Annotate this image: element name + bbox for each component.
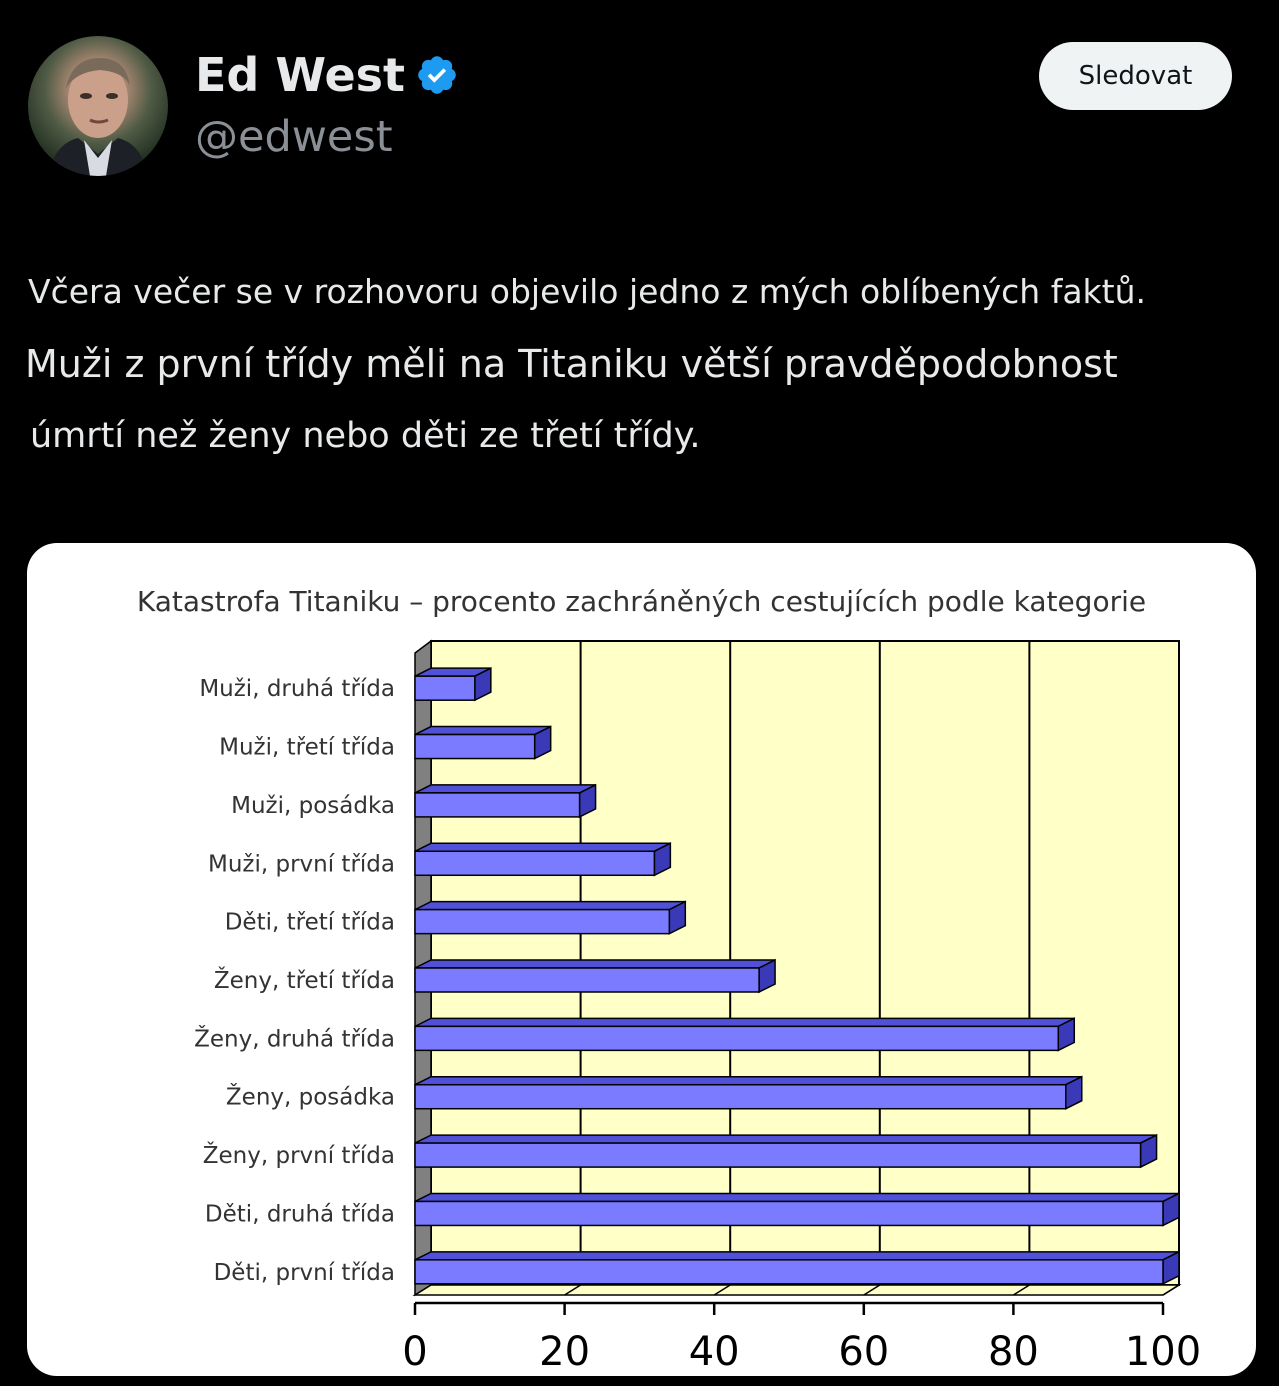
category-label: Muži, posádka [231,793,395,819]
bar-top [414,959,776,969]
category-label: Ženy, druhá třída [194,1024,395,1052]
x-tick-label: 100 [1125,1329,1201,1375]
tweet-text-line-1: Včera večer se v rozhovoru objevilo jedn… [28,272,1147,311]
bar-top [414,784,596,794]
tweet-text-line-2: Muži z první třídy měli na Titaniku větš… [25,342,1118,386]
category-label: Muži, první třída [208,851,395,877]
bar [414,675,476,701]
bar [414,1200,1164,1227]
display-name[interactable]: Ed West [195,48,459,102]
category-label: Muži, druhá třída [199,676,395,702]
verified-badge-icon [418,56,456,94]
gridline-floor [564,1284,581,1296]
x-tick-label: 40 [689,1329,740,1375]
x-tick-label: 20 [539,1329,590,1375]
bar-top [414,1192,1180,1203]
gridline-floor [863,1284,881,1296]
avatar[interactable] [28,36,168,176]
bar [414,850,656,877]
category-label: Děti, druhá třída [205,1201,395,1227]
category-label: Ženy, posádka [226,1083,395,1111]
bar [414,1142,1142,1168]
bar-top [414,842,671,853]
media-card[interactable]: Katastrofa Titaniku – procento zachráněn… [27,543,1256,1376]
tweet-text-line-3: úmrtí než ženy nebo děti ze třetí třídy. [30,416,701,456]
bar-top [414,1251,1180,1261]
x-tick-label: 0 [402,1329,427,1375]
display-name-text: Ed West [195,48,406,102]
bar-top [414,1017,1075,1028]
category-label: Muži, třetí třída [219,735,395,761]
category-label: Děti, třetí třída [225,910,395,936]
category-label: Děti, první třída [214,1260,395,1286]
bar [414,733,536,760]
category-label: Ženy, první třída [203,1141,395,1169]
bar [414,908,671,935]
bar [414,792,581,818]
gridline-floor [713,1284,731,1296]
plot-floor [412,1284,1182,1296]
gridline-floor [1013,1284,1030,1296]
user-handle[interactable]: @edwest [195,112,393,162]
x-tick-label: 80 [988,1329,1039,1375]
bar [414,1025,1060,1052]
follow-button[interactable]: Sledovat [1039,42,1232,110]
chart-title: Katastrofa Titaniku – procento zachráněn… [136,585,1147,618]
gridline-floor [1162,1284,1180,1296]
x-tick-label: 60 [838,1329,889,1375]
bar-chart: Muži, druhá třída Muži, třetí třída Muži, … [194,639,1201,1375]
avatar-portrait [48,58,148,176]
bar-top [414,1134,1157,1144]
category-label: Ženy, třetí třída [214,966,395,994]
bar-top [414,900,686,911]
bar-top [414,1075,1083,1086]
bar [414,1083,1067,1110]
bar [414,1259,1164,1285]
bar [414,967,760,993]
bar-top [414,725,552,736]
